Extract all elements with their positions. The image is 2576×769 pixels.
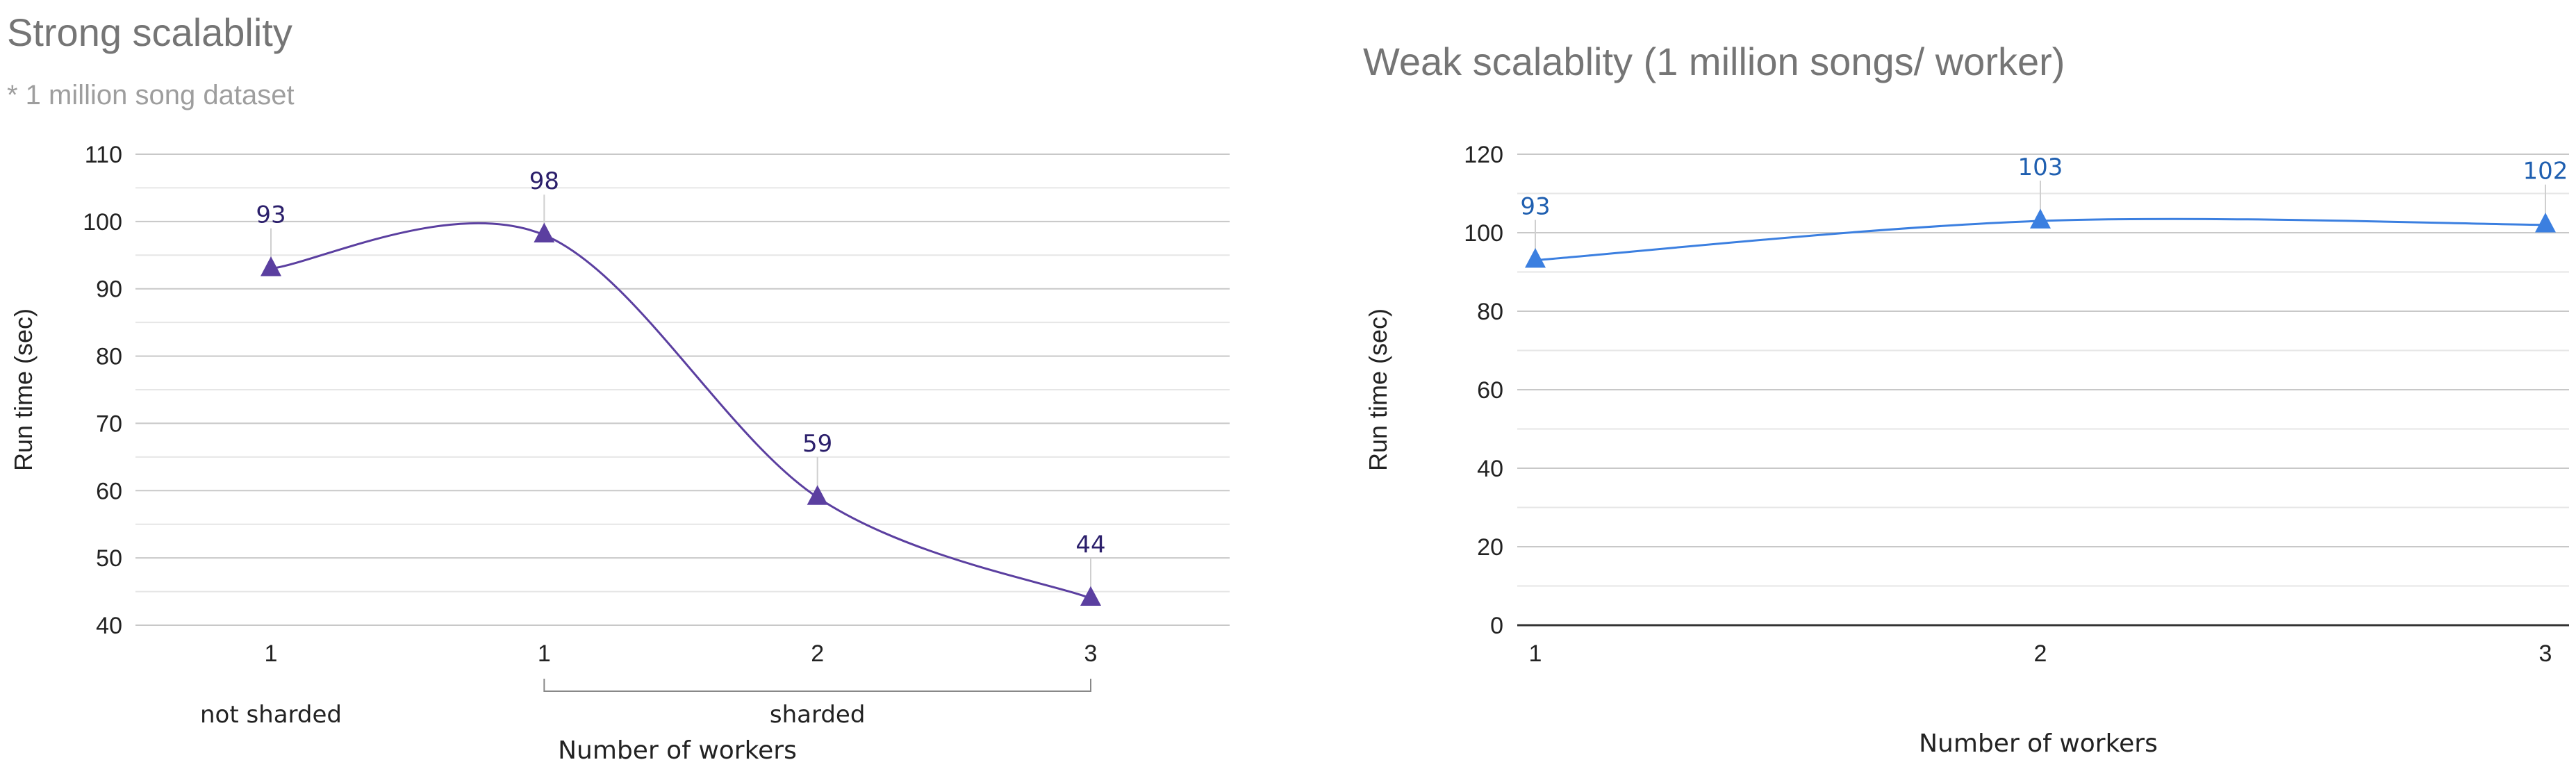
x-group-label: sharded [770, 701, 866, 729]
y-tick-label: 40 [1477, 456, 1503, 482]
x-tick-label: 3 [2539, 640, 2552, 667]
data-label: 98 [529, 167, 559, 195]
series-line [270, 222, 1091, 600]
strong-scalability-chart: Strong scalablity * 1 million song datase… [7, 10, 1230, 765]
y-tick-label: 50 [96, 545, 122, 572]
y-tick-label: 100 [1464, 220, 1503, 247]
chart-title: Strong scalablity [7, 10, 292, 54]
chart-title: Weak scalablity (1 million songs/ worker… [1363, 40, 2065, 83]
y-tick-label: 70 [96, 411, 122, 437]
data-point-marker [1525, 248, 1546, 268]
data-point-marker [1080, 586, 1101, 606]
y-tick-label: 110 [85, 142, 122, 168]
data-label: 103 [2018, 154, 2063, 181]
y-tick-label: 80 [96, 344, 122, 370]
data-point-marker [2030, 208, 2051, 229]
y-tick-label: 80 [1477, 299, 1503, 325]
x-group-label: not sharded [200, 701, 342, 729]
data-point-marker [534, 222, 555, 243]
data-point-marker [2535, 213, 2556, 233]
y-axis-label: Run time (sec) [1364, 308, 1392, 471]
group-bracket [543, 679, 1091, 692]
y-tick-label: 100 [83, 209, 122, 235]
data-label: 93 [1520, 193, 1550, 221]
data-point-marker [807, 485, 828, 505]
data-label: 102 [2523, 158, 2568, 185]
x-tick-label: 1 [265, 640, 278, 667]
data-point-marker [261, 256, 281, 276]
x-tick-label: 2 [811, 640, 824, 667]
x-tick-label: 1 [1529, 640, 1542, 667]
data-label: 44 [1075, 531, 1105, 559]
x-axis-label: Number of workers [1919, 729, 2158, 758]
chart-subtitle: * 1 million song dataset [7, 80, 295, 110]
x-tick-label: 2 [2034, 640, 2047, 667]
y-tick-label: 0 [1490, 613, 1503, 639]
weak-scalability-chart: Weak scalablity (1 million songs/ worker… [1363, 40, 2569, 758]
data-label: 59 [802, 430, 832, 458]
y-tick-label: 120 [1464, 142, 1503, 168]
x-axis-label: Number of workers [558, 736, 797, 765]
y-axis-label: Run time (sec) [9, 308, 38, 471]
x-tick-label: 3 [1084, 640, 1098, 667]
y-tick-label: 60 [96, 478, 122, 504]
x-tick-label: 1 [538, 640, 551, 667]
data-label: 93 [256, 201, 286, 229]
y-tick-label: 90 [96, 276, 122, 303]
y-tick-label: 40 [96, 613, 122, 639]
y-tick-label: 20 [1477, 534, 1503, 561]
y-tick-label: 60 [1477, 377, 1503, 404]
